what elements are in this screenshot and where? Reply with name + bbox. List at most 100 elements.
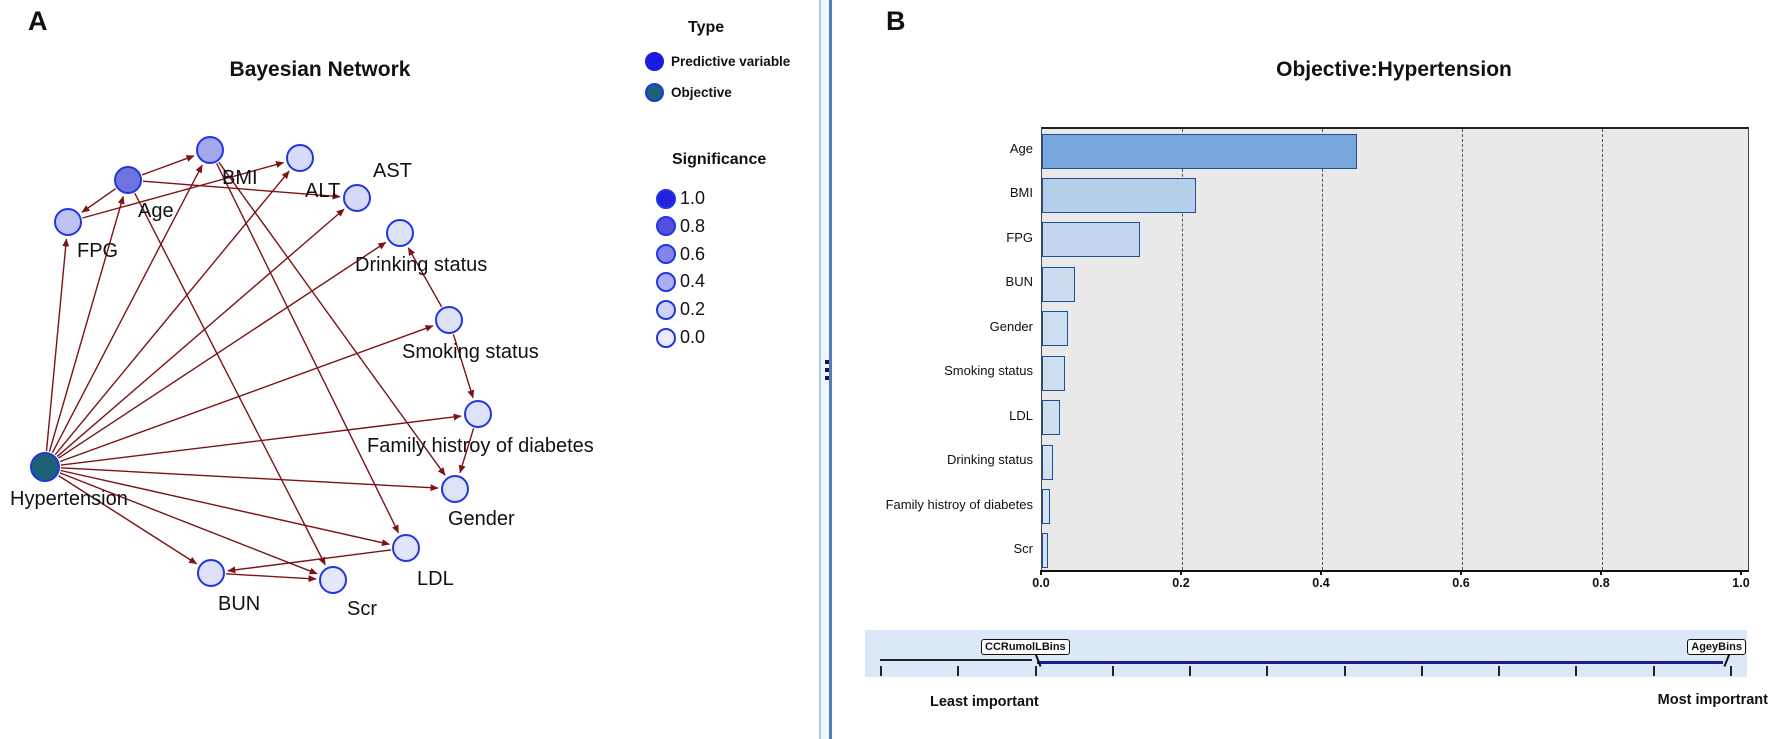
legend-significance-item-3: 0.4 [656, 271, 705, 292]
legend-significance-swatch-icon [656, 188, 676, 209]
edge-bmi-to-gender [218, 161, 446, 476]
x-tick-label-1: 0.2 [1172, 576, 1190, 590]
slider-tick-2 [1034, 666, 1037, 676]
edge-bmi-to-ldl [215, 163, 400, 534]
edge-age-to-ast [142, 180, 341, 200]
node-label-ldl: LDL [417, 568, 454, 590]
bar-ldl [1042, 400, 1061, 436]
node-drinking[interactable] [386, 219, 414, 247]
bar-drinking-status [1042, 444, 1054, 480]
slider-track-unselected [880, 659, 1032, 661]
edge-hypertension-to-gender [60, 467, 439, 492]
node-label-fpg: FPG [77, 240, 118, 262]
bar-family-histroy-of-diabetes [1042, 489, 1051, 525]
legend-significance-item-label: 0.6 [680, 243, 706, 264]
category-label-9: Scr [1013, 540, 1034, 556]
legend-significance-item-0: 1.0 [656, 188, 705, 209]
x-tick-label-3: 0.6 [1452, 576, 1470, 590]
splitter-drag-handle-icon[interactable] [825, 368, 829, 372]
gridline-0.8 [1602, 129, 1603, 570]
node-label-bmi: BMI [222, 167, 258, 189]
category-label-3: BUN [1005, 274, 1033, 290]
slider-tick-3 [1111, 666, 1114, 676]
legend-significance-header: Significance [672, 151, 767, 168]
legend-significance-item-5: 0.0 [656, 327, 705, 348]
node-bun[interactable] [197, 559, 225, 587]
panel-b-label: B [886, 6, 906, 36]
network-nodes [30, 136, 492, 594]
edge-age-to-fpg [81, 188, 117, 213]
node-label-age: Age [138, 200, 174, 222]
legend-significance-swatch-icon [656, 244, 676, 265]
node-alt[interactable] [286, 144, 314, 172]
legend-significance-swatch-icon [656, 327, 676, 348]
slider-tick-11 [1729, 666, 1732, 676]
x-tick-label-2: 0.4 [1312, 576, 1330, 590]
node-ast[interactable] [343, 184, 371, 212]
slider-tick-1 [957, 666, 960, 676]
node-label-drinking: Drinking status [355, 254, 487, 276]
slider-tick-6 [1343, 666, 1346, 676]
x-tick-mark-5 [1740, 570, 1742, 575]
edge-age-to-bmi [141, 155, 195, 176]
edge-hypertension-to-drinking [57, 241, 387, 459]
legend-significance-item-1: 0.8 [656, 216, 705, 237]
slider-tick-8 [1498, 666, 1501, 676]
edge-smoking-to-drinking [407, 247, 443, 308]
legend-type-swatch-icon [645, 52, 664, 71]
edge-hypertension-to-smoking [59, 325, 434, 463]
legend-type-item-0: Predictive variable [645, 52, 790, 71]
category-label-6: LDL [1009, 407, 1033, 423]
predictor-importance-plot-area [1041, 127, 1749, 572]
edge-hypertension-to-ast [56, 208, 345, 458]
category-label-2: FPG [1006, 229, 1033, 245]
chart-title: Objective:Hypertension [1276, 58, 1512, 81]
node-label-bun: BUN [218, 593, 260, 615]
node-smoking[interactable] [435, 306, 463, 334]
legend-significance-item-label: 0.4 [680, 271, 706, 292]
node-label-hypertension: Hypertension [10, 488, 128, 510]
node-fpg[interactable] [54, 208, 82, 236]
gridline-0.6 [1462, 129, 1463, 570]
edge-hypertension-to-bun [58, 475, 198, 565]
slider-threshold-left[interactable]: CCRumolLBins [981, 639, 1070, 655]
x-tick-label-0: 0.0 [1032, 576, 1050, 590]
x-tick-mark-0 [1040, 570, 1042, 575]
splitter-drag-handle-icon[interactable] [825, 360, 829, 364]
bar-bun [1042, 266, 1075, 302]
panel-a-label: A [28, 6, 48, 36]
bar-bmi [1042, 177, 1196, 213]
node-gender[interactable] [441, 475, 469, 503]
bar-scr [1042, 533, 1049, 569]
bayesian-network-diagram: Hypertension FPG Age BMI ALT AST Drinking stat… [10, 136, 594, 620]
slider-track-selected[interactable] [1037, 661, 1723, 664]
legend-type-item-label: Objective [671, 85, 732, 100]
legend-type-item-label: Predictive variable [671, 54, 791, 69]
slider-tick-10 [1652, 666, 1655, 676]
node-ldl[interactable] [392, 534, 420, 562]
legend-significance-item-label: 0.0 [680, 327, 706, 347]
node-age[interactable] [114, 166, 142, 194]
node-hypertension[interactable] [30, 452, 60, 482]
node-bmi[interactable] [196, 136, 224, 164]
most-important-caption: Most importrant [1657, 692, 1768, 708]
node-label-scr: Scr [347, 598, 377, 620]
x-tick-label-5: 1.0 [1732, 576, 1750, 590]
network-node-labels: Hypertension FPG Age BMI ALT AST Drinking stat… [10, 160, 594, 620]
edge-hypertension-to-fpg [45, 238, 70, 452]
node-label-family: Family histroy of diabetes [367, 435, 594, 457]
legend-significance-item-label: 0.2 [680, 299, 706, 320]
gridline-0.2 [1182, 129, 1183, 570]
splitter-drag-handle-icon[interactable] [825, 376, 829, 380]
edge-bun-to-scr [225, 573, 317, 583]
node-scr[interactable] [319, 566, 347, 594]
bar-fpg [1042, 222, 1140, 258]
x-tick-mark-3 [1460, 570, 1462, 575]
category-label-5: Smoking status [944, 363, 1033, 379]
slider-threshold-right[interactable]: AgeyBins [1687, 639, 1746, 655]
gridline-0.4 [1322, 129, 1323, 570]
edge-hypertension-to-ldl [60, 469, 390, 547]
node-family[interactable] [464, 400, 492, 428]
edge-hypertension-to-alt [54, 170, 290, 456]
